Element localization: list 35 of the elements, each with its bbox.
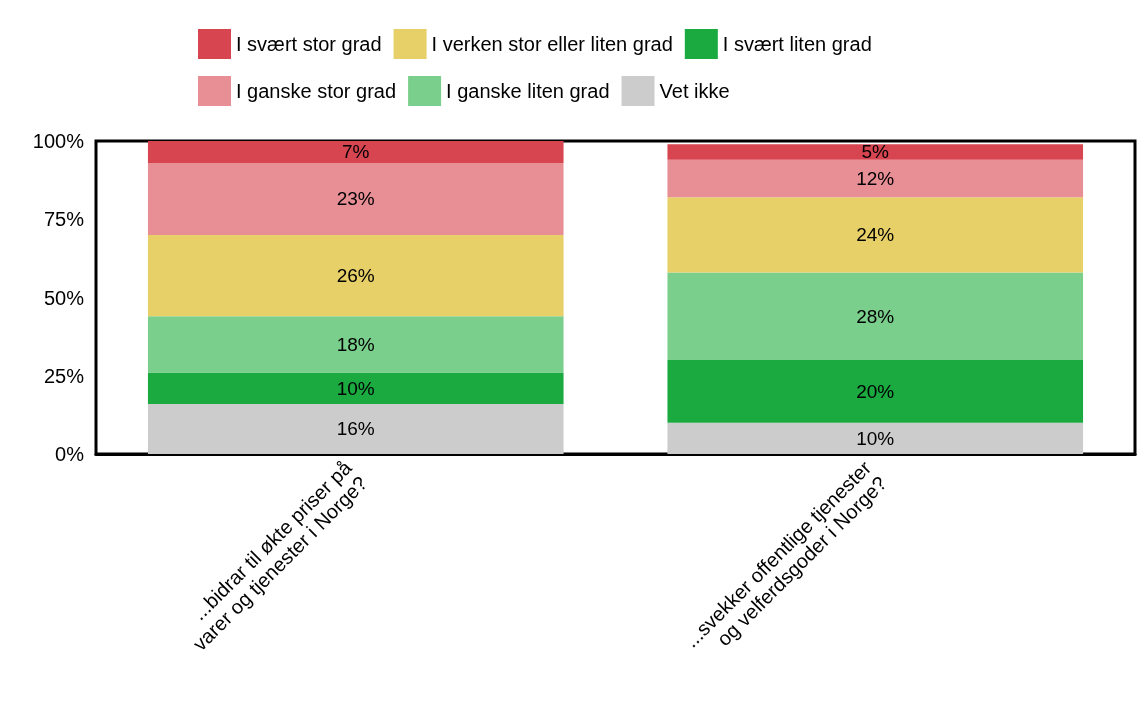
bar	[667, 197, 1084, 273]
data-label: 18%	[336, 333, 375, 355]
bar	[147, 234, 564, 317]
bar	[147, 141, 564, 163]
bar	[147, 316, 564, 373]
y-tick-label: 50%	[43, 286, 85, 309]
data-label: 10%	[856, 427, 895, 449]
data-label: 28%	[856, 305, 895, 327]
bar	[147, 372, 564, 404]
data-label: 20%	[856, 380, 895, 402]
legend-label: I svært stor grad	[236, 33, 382, 55]
data-label: 5%	[861, 141, 890, 163]
data-label: 23%	[336, 188, 375, 210]
legend-label: Vet ikke	[659, 80, 730, 102]
legend-label: I svært liten grad	[722, 33, 872, 55]
data-label: 24%	[856, 224, 895, 246]
y-tick-label: 75%	[43, 208, 85, 231]
data-label: 12%	[856, 168, 895, 190]
bar	[667, 159, 1084, 198]
bar	[667, 422, 1084, 454]
y-tick-label: 100%	[32, 130, 85, 152]
data-label: 10%	[336, 377, 375, 399]
legend-label: I ganske liten grad	[446, 80, 610, 102]
bar	[147, 162, 564, 235]
legend-label: I verken stor eller liten grad	[431, 33, 673, 55]
data-label: 26%	[336, 265, 375, 287]
bar	[667, 144, 1084, 160]
bar	[667, 272, 1084, 361]
y-tick-label: 25%	[43, 364, 85, 387]
data-label: 7%	[342, 141, 370, 163]
data-label: 16%	[336, 418, 375, 440]
bar	[147, 403, 564, 454]
bar	[667, 360, 1084, 423]
y-tick-label: 0%	[55, 443, 85, 465]
legend-label: I ganske stor grad	[236, 80, 397, 102]
